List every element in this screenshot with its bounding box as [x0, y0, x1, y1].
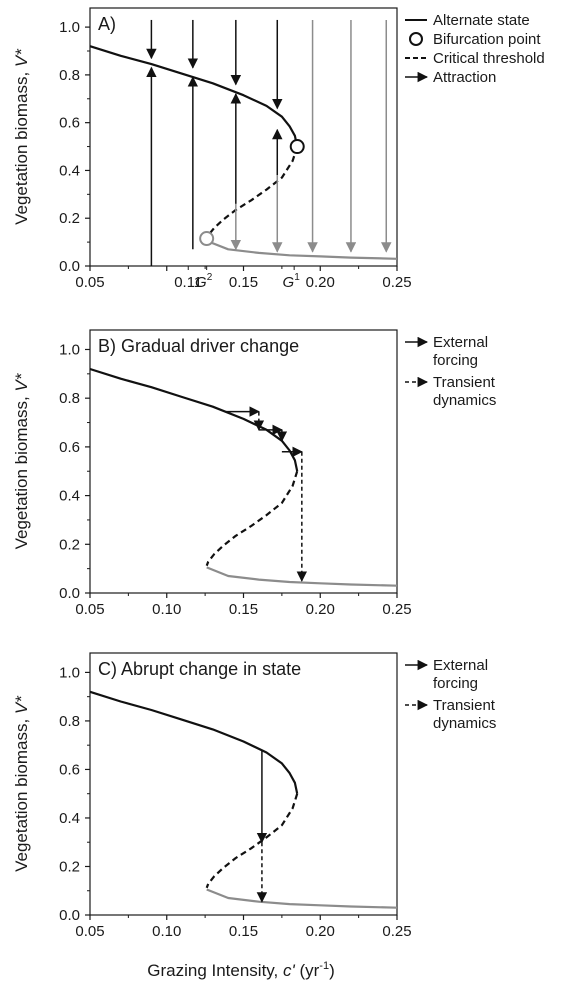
series-upper-state-line	[89, 690, 299, 794]
y-tick-label: 0.4	[59, 810, 80, 827]
x-tick-label: 0.05	[75, 923, 104, 940]
series-lower-state-line	[206, 566, 398, 587]
y-tick-label: 0.8	[59, 67, 80, 84]
y-tick-label: 0.0	[59, 258, 80, 275]
series-threshold-line	[205, 146, 299, 240]
panel-title: A)	[98, 14, 116, 34]
y-axis-label: Vegetation biomass, V*	[12, 372, 31, 549]
y-tick-label: 0.4	[59, 162, 80, 179]
special-x-tick-label: G2	[195, 272, 213, 291]
legend-label: Alternate state	[433, 12, 530, 29]
legend-label: Attraction	[433, 69, 496, 86]
x-tick-label: 0.05	[75, 601, 104, 618]
y-tick-label: 1.0	[59, 664, 80, 681]
legend-item: Critical threshold	[405, 50, 545, 67]
special-x-tick-label: G1	[283, 272, 301, 291]
panel-title: B) Gradual driver change	[98, 336, 299, 356]
legend-label: Transient	[433, 697, 496, 714]
y-tick-label: 0.6	[59, 115, 80, 132]
y-tick-label: 0.0	[59, 585, 80, 602]
legend-label-line2: forcing	[433, 675, 478, 692]
legend-circle-icon	[409, 32, 423, 46]
x-tick-label: 0.25	[382, 601, 411, 618]
x-tick-label: 0.25	[382, 923, 411, 940]
legend-label-line2: dynamics	[433, 392, 496, 409]
panel-b: 0.0 0.2 0.4 0.6 0.8 1.0 0.05 0.10 0.15 0.20 0.25 Ve…	[12, 329, 496, 618]
legend-label: External	[433, 334, 488, 351]
y-tick-label: 0.8	[59, 713, 80, 730]
x-tick-label: 0.15	[229, 923, 258, 940]
legend-label: Transient	[433, 374, 496, 391]
legend-label-line2: dynamics	[433, 715, 496, 732]
y-tick-label: 0.2	[59, 536, 80, 553]
x-tick-label: 0.15	[229, 274, 258, 291]
y-tick-label: 0.2	[59, 858, 80, 875]
x-tick-label: 0.05	[75, 274, 104, 291]
y-tick-label: 0.2	[59, 210, 80, 227]
series-lower-state-line	[206, 239, 398, 260]
x-tick-label: 0.20	[306, 274, 335, 291]
legend-item: Attraction	[405, 69, 496, 86]
y-axis-label: Vegetation biomass, V*	[12, 48, 31, 225]
y-tick-label: 0.6	[59, 761, 80, 778]
x-tick-label: 0.15	[229, 601, 258, 618]
x-tick-label: 0.10	[152, 923, 181, 940]
series-upper-state-line	[89, 45, 299, 147]
special-x-tick-label: 0.11	[174, 274, 202, 291]
plot-frame	[89, 652, 398, 916]
y-tick-label: 1.0	[59, 341, 80, 358]
bifurcation-point	[199, 231, 215, 247]
y-axis-label: Vegetation biomass, V*	[12, 695, 31, 872]
plot-frame	[89, 329, 398, 594]
legend-label: Bifurcation point	[433, 31, 541, 48]
series-lower-state-line	[206, 888, 398, 909]
y-tick-label: 1.0	[59, 19, 80, 36]
legend-item: Alternate state	[405, 12, 530, 29]
x-axis-label: Grazing Intensity, c' (yr-1)	[147, 960, 335, 980]
y-tick-label: 0.8	[59, 390, 80, 407]
x-tick-label: 0.20	[306, 923, 335, 940]
panel-title: C) Abrupt change in state	[98, 659, 301, 679]
y-tick-label: 0.6	[59, 439, 80, 456]
panel-c: 0.0 0.2 0.4 0.6 0.8 1.0 0.05 0.10 0.15 0.20 0.25 Ve…	[12, 652, 496, 940]
panel-a: 0.0 0.2 0.4 0.6 0.8 1.0 0.05 0.15 0.20 0.25 0.11G2…	[12, 7, 545, 291]
y-tick-label: 0.4	[59, 488, 80, 505]
y-tick-label: 0.0	[59, 907, 80, 924]
series-threshold-line	[205, 470, 299, 567]
x-tick-label: 0.20	[306, 601, 335, 618]
x-tick-label: 0.25	[382, 274, 411, 291]
series-upper-state-line	[89, 367, 299, 472]
legend-label: Critical threshold	[433, 50, 545, 67]
legend-label: External	[433, 657, 488, 674]
legend-item: Bifurcation point	[409, 31, 541, 48]
bifurcation-point	[289, 139, 305, 155]
series-threshold-line	[205, 793, 299, 889]
x-tick-label: 0.10	[152, 601, 181, 618]
legend-label-line2: forcing	[433, 352, 478, 369]
